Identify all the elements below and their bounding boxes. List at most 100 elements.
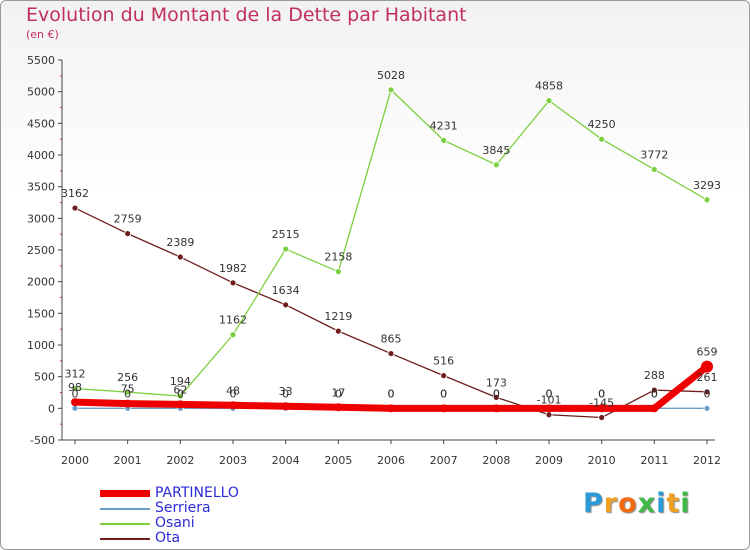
data-point-ota	[176, 253, 184, 261]
data-label-partinello: 33	[279, 385, 293, 398]
y-tick-label: 4000	[27, 149, 55, 162]
y-tick-label: -500	[30, 434, 55, 447]
data-label-osani: 3293	[693, 179, 721, 192]
logo-letter: o	[618, 488, 638, 519]
y-tick-label: 4500	[27, 117, 55, 130]
data-point-ota	[492, 393, 500, 401]
data-point-osani	[440, 136, 448, 144]
data-label-osani: 2158	[324, 251, 352, 264]
data-label-osani: 4250	[588, 118, 616, 131]
chart-title: Evolution du Montant de la Dette par Hab…	[26, 4, 467, 26]
logo-letter: P	[583, 488, 604, 519]
data-label-partinello: 0	[493, 387, 500, 400]
legend-swatch	[100, 490, 150, 497]
data-label-serriera: 0	[282, 387, 289, 400]
data-point-ota	[387, 350, 395, 357]
x-tick-label: 2003	[219, 454, 247, 467]
legend-swatch	[100, 508, 150, 510]
data-point-osani	[545, 97, 553, 105]
data-label-partinello: 17	[331, 386, 345, 399]
data-point-osani	[387, 86, 395, 94]
y-tick-label: 2000	[27, 276, 55, 289]
data-label-ota: -101	[537, 394, 562, 407]
legend-swatch	[100, 523, 150, 525]
chart-subtitle: (en €)	[26, 28, 59, 41]
x-tick-label: 2011	[640, 454, 668, 467]
data-label-partinello: 75	[121, 383, 135, 396]
data-label-osani: 3845	[482, 144, 510, 157]
x-tick-label: 2006	[377, 454, 405, 467]
logo-letter: t	[666, 488, 681, 519]
data-label-serriera: 0	[440, 387, 447, 400]
data-point-ota	[282, 301, 290, 309]
proxiti-logo: Proxiti	[583, 488, 691, 519]
data-label-serriera: 0	[704, 387, 711, 400]
data-label-serriera: 0	[230, 387, 237, 400]
x-tick-label: 2010	[588, 454, 616, 467]
legend-label: PARTINELLO	[155, 485, 239, 501]
data-label-partinello: 0	[388, 387, 395, 400]
data-point-osani	[703, 196, 711, 204]
data-label-partinello: 62	[173, 383, 187, 396]
data-point-serriera	[71, 404, 79, 412]
data-point-osani	[176, 392, 184, 400]
data-label-serriera: 0	[493, 387, 500, 400]
data-label-serriera: 0	[335, 387, 342, 400]
data-label-ota: 288	[644, 369, 665, 382]
data-point-osani	[598, 135, 606, 143]
x-tick-label: 2008	[482, 454, 510, 467]
x-tick-label: 2007	[430, 454, 458, 467]
x-tick-label: 2002	[166, 454, 194, 467]
data-point-ota	[598, 414, 606, 421]
data-label-ota: 1982	[219, 262, 247, 275]
data-label-ota: 1634	[272, 284, 300, 297]
data-label-osani: 3772	[640, 148, 668, 161]
data-point-partinello	[597, 404, 606, 413]
data-point-partinello	[387, 404, 395, 413]
y-tick-label: 1500	[27, 307, 55, 320]
data-point-osani	[71, 385, 79, 392]
data-point-partinello	[545, 404, 553, 413]
y-tick-label: 3500	[27, 181, 55, 194]
data-label-partinello: 98	[68, 381, 82, 394]
data-point-partinello	[650, 404, 659, 413]
data-label-serriera: 0	[598, 387, 605, 400]
data-point-ota	[440, 372, 448, 380]
data-label-ota: 516	[433, 355, 454, 368]
data-point-serriera	[703, 404, 711, 412]
data-label-serriera: 0	[177, 387, 184, 400]
logo-letter: i	[656, 488, 667, 519]
data-label-osani: 4231	[430, 119, 458, 132]
data-label-ota: 865	[381, 333, 402, 346]
data-label-serriera: 0	[651, 387, 658, 400]
logo-letter: r	[603, 488, 619, 519]
data-label-osani: 1162	[219, 314, 247, 327]
data-label-osani: 4858	[535, 80, 563, 93]
data-label-ota: -145	[589, 397, 614, 410]
x-tick-label: 2004	[272, 454, 300, 467]
data-label-serriera: 0	[388, 387, 395, 400]
y-tick-label: 3000	[27, 212, 55, 225]
y-tick-label: 500	[34, 371, 55, 384]
data-point-ota	[650, 386, 658, 394]
legend-swatch	[100, 538, 150, 540]
data-label-partinello: 0	[651, 387, 658, 400]
logo-letter: x	[637, 488, 657, 519]
y-tick-label: 5500	[27, 54, 55, 67]
data-label-osani: 2515	[272, 228, 300, 241]
x-tick-label: 2000	[61, 454, 89, 467]
data-label-ota: 2759	[114, 213, 142, 226]
data-label-osani: 5028	[377, 69, 405, 82]
data-label-ota: 3162	[61, 187, 89, 200]
y-tick-label: 1000	[27, 339, 55, 352]
data-label-ota: 2389	[166, 236, 194, 249]
legend-label: Serriera	[155, 500, 211, 516]
data-point-partinello	[439, 404, 448, 413]
data-point-partinello	[123, 399, 132, 408]
x-tick-label: 2005	[324, 454, 352, 467]
data-point-ota	[229, 279, 237, 287]
data-label-ota: 261	[697, 371, 718, 384]
data-point-osani	[124, 388, 132, 396]
data-point-partinello	[334, 403, 343, 412]
